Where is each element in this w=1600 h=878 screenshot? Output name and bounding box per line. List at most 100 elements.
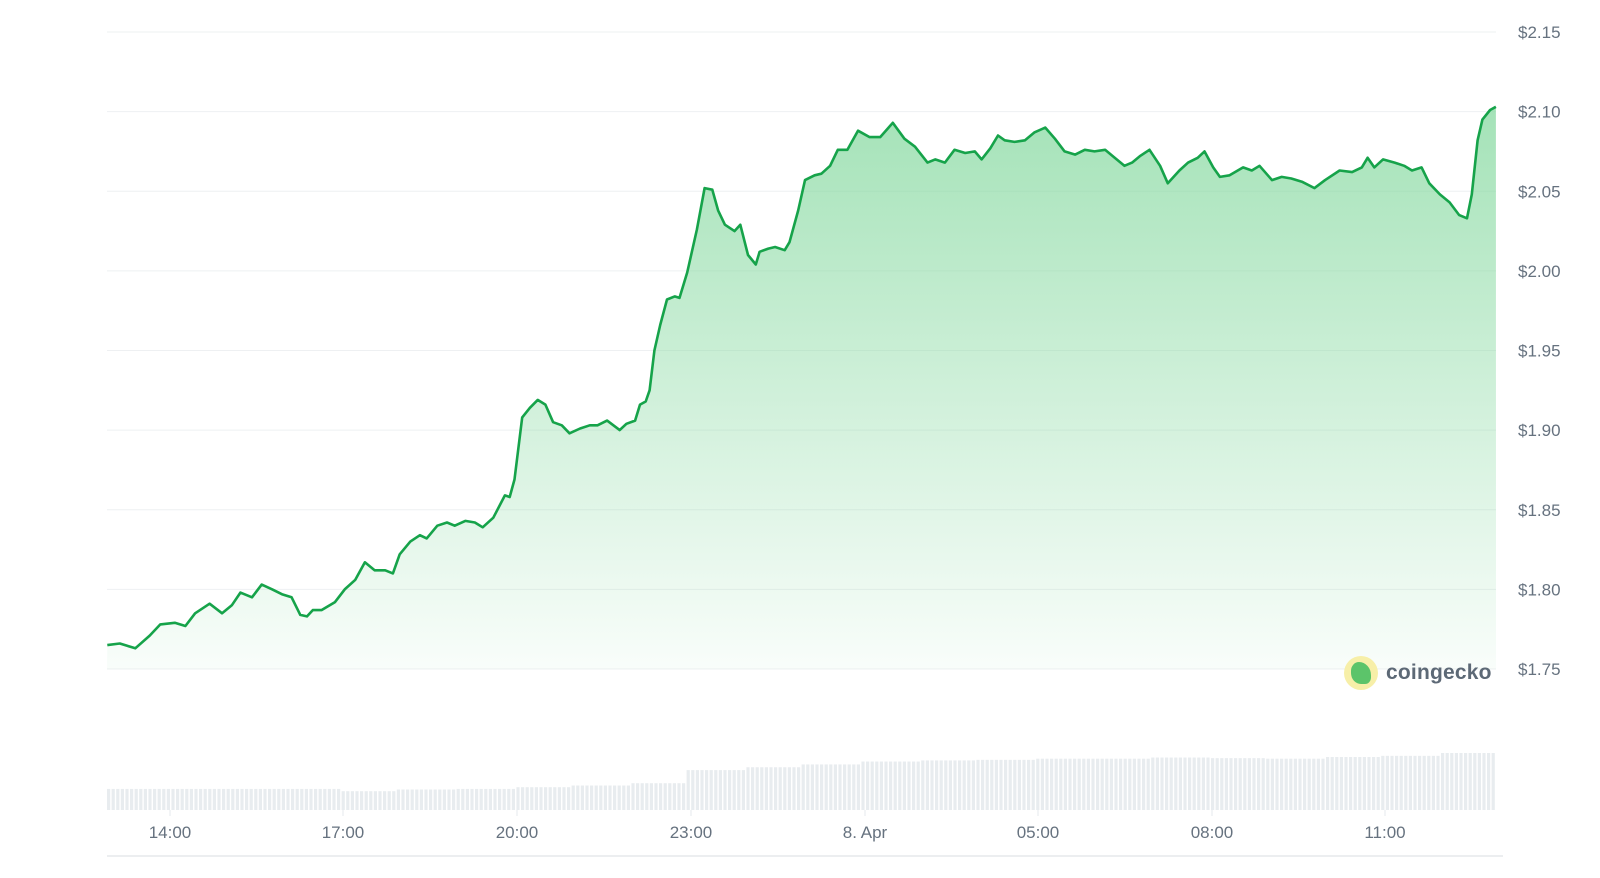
volume-bar xyxy=(553,787,557,810)
volume-bar xyxy=(999,759,1003,810)
y-tick-label: $1.80 xyxy=(1518,580,1561,599)
volume-bar xyxy=(314,788,318,810)
volume-bar xyxy=(1040,758,1044,810)
volume-bar xyxy=(516,787,520,810)
volume-bar xyxy=(774,767,778,810)
volume-bar xyxy=(1385,755,1389,810)
volume-bar xyxy=(1169,757,1173,810)
volume-bar xyxy=(429,789,433,810)
volume-bar xyxy=(709,770,713,810)
volume-bar xyxy=(617,785,621,810)
volume-bar xyxy=(1436,755,1440,810)
volume-bar xyxy=(668,783,672,810)
volume-bar xyxy=(1201,757,1205,810)
volume-bar xyxy=(1376,756,1380,810)
volume-bar xyxy=(143,788,147,810)
volume-bar xyxy=(199,788,203,810)
volume-bar xyxy=(373,791,377,810)
volume-bar xyxy=(1372,756,1376,810)
brand-name: coingecko xyxy=(1386,661,1492,684)
volume-bar xyxy=(990,759,994,810)
volume-bar xyxy=(180,788,184,810)
volume-bar xyxy=(1096,758,1100,810)
x-tick-label: 08:00 xyxy=(1191,823,1234,842)
price-line xyxy=(107,105,1497,650)
volume-bar xyxy=(465,788,469,810)
volume-bar xyxy=(1128,758,1132,810)
volume-bar xyxy=(1257,758,1261,810)
x-tick-label: 05:00 xyxy=(1017,823,1060,842)
volume-bar xyxy=(866,761,870,810)
volume-bar xyxy=(1114,758,1118,810)
volume-bar xyxy=(245,788,249,810)
volume-bar xyxy=(1482,753,1486,810)
volume-bar xyxy=(1027,759,1031,810)
volume-bar xyxy=(686,770,690,810)
volume-bar xyxy=(755,767,759,810)
volume-bar xyxy=(452,789,456,810)
volume-bar xyxy=(286,788,290,810)
volume-bar xyxy=(107,788,111,810)
volume-bar xyxy=(861,761,865,810)
volume-bar xyxy=(603,785,607,810)
volume-bar xyxy=(1151,757,1155,810)
volume-bar xyxy=(1316,758,1320,810)
volume-bar xyxy=(1454,753,1458,810)
y-tick-label: $1.75 xyxy=(1518,660,1561,679)
volume-bar xyxy=(1450,753,1454,810)
volume-bar xyxy=(1445,753,1449,810)
volume-bar xyxy=(488,788,492,810)
volume-bar xyxy=(272,788,276,810)
volume-bar xyxy=(562,787,566,810)
volume-bar xyxy=(346,791,350,810)
volume-bar xyxy=(1031,759,1035,810)
volume-bar xyxy=(383,791,387,810)
volume-bar xyxy=(479,788,483,810)
volume-bar xyxy=(1339,756,1343,810)
volume-bar xyxy=(967,760,971,810)
volume-bar xyxy=(424,789,428,810)
volume-bar xyxy=(534,787,538,810)
volume-bar xyxy=(994,759,998,810)
volume-bar xyxy=(1353,756,1357,810)
volume-bar xyxy=(1022,759,1026,810)
volume-bar xyxy=(189,788,193,810)
volume-bar xyxy=(1220,758,1224,810)
volume-bar xyxy=(889,761,893,810)
volume-bar xyxy=(355,791,359,810)
volume-bar xyxy=(1422,755,1426,810)
volume-bar xyxy=(1211,758,1215,810)
volume-bar xyxy=(419,789,423,810)
volume-bar xyxy=(1077,758,1081,810)
volume-bar xyxy=(360,791,364,810)
volume-bar xyxy=(1252,758,1256,810)
volume-bar xyxy=(1270,758,1274,810)
volume-bar xyxy=(217,788,221,810)
volume-bar xyxy=(130,788,134,810)
volume-bar xyxy=(557,787,561,810)
volume-bar xyxy=(1275,758,1279,810)
volume-bar xyxy=(337,788,341,810)
volume-bar xyxy=(1330,756,1334,810)
volume-bar xyxy=(1008,759,1012,810)
volume-bar xyxy=(1418,755,1422,810)
volume-bar xyxy=(953,760,957,810)
volume-bar xyxy=(1413,755,1417,810)
volume-bar xyxy=(1293,758,1297,810)
volume-bar xyxy=(291,788,295,810)
volume-bar xyxy=(1243,758,1247,810)
volume-bar xyxy=(1178,757,1182,810)
volume-bar xyxy=(925,760,929,810)
volume-bar xyxy=(231,788,235,810)
volume-bar xyxy=(1155,757,1159,810)
volume-bar xyxy=(212,788,216,810)
volume-bar xyxy=(1091,758,1095,810)
volume-bar xyxy=(829,764,833,810)
volume-bar xyxy=(622,785,626,810)
volume-bar xyxy=(134,788,138,810)
y-tick-label: $2.15 xyxy=(1518,23,1561,42)
volume-bar xyxy=(898,761,902,810)
volume-bar xyxy=(1247,758,1251,810)
price-area xyxy=(107,106,1496,670)
